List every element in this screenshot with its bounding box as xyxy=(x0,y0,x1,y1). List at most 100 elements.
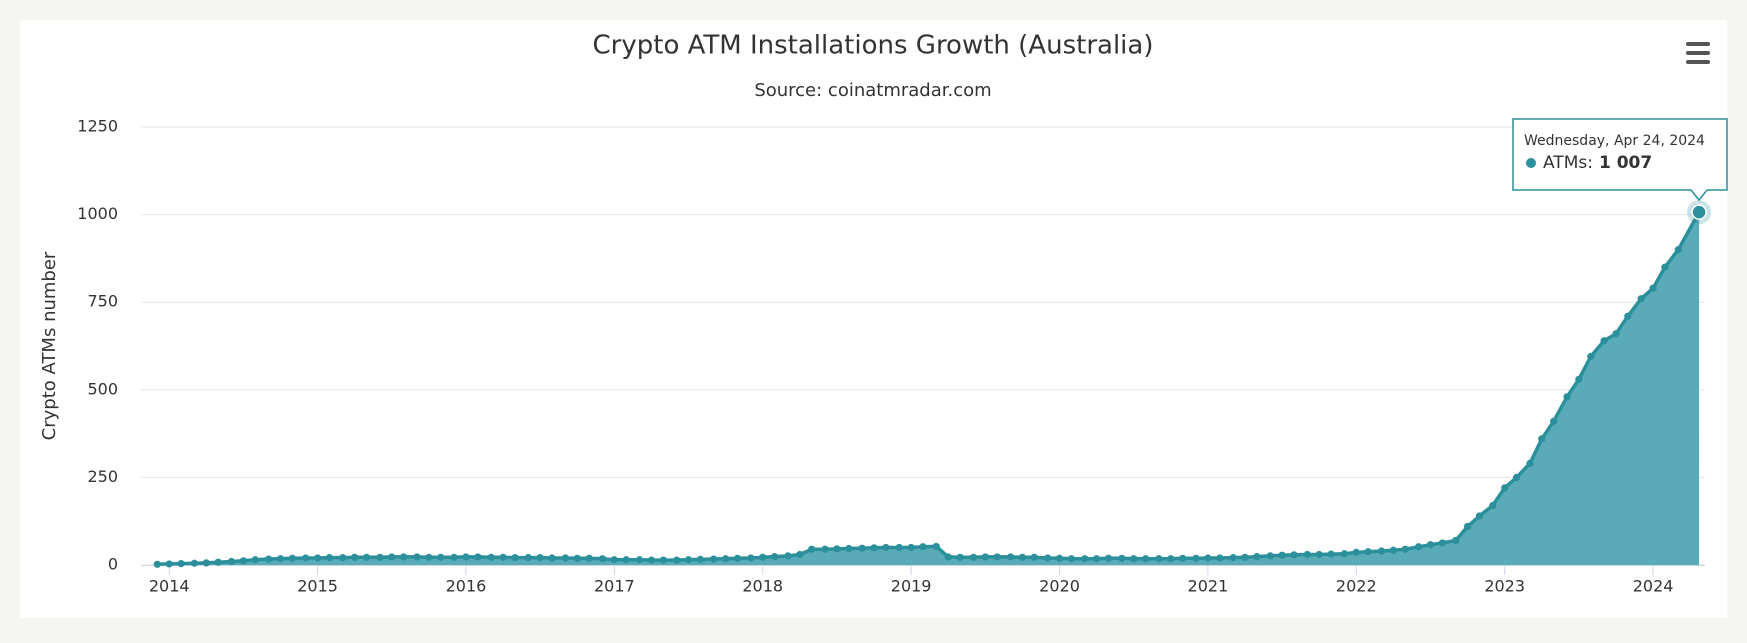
point xyxy=(1290,551,1298,559)
point xyxy=(784,552,792,560)
point xyxy=(1327,550,1335,558)
point xyxy=(276,555,285,563)
point xyxy=(1340,550,1349,558)
tooltip-box xyxy=(1512,118,1728,202)
point xyxy=(202,559,210,567)
point xyxy=(1377,547,1386,555)
x-tick-label: 2020 xyxy=(1039,577,1080,596)
point xyxy=(659,556,667,564)
point xyxy=(1475,512,1484,520)
tooltip-dot xyxy=(1526,158,1536,168)
point xyxy=(288,554,296,562)
y-tick-label: 0 xyxy=(108,555,118,574)
point xyxy=(647,556,656,564)
point xyxy=(1538,435,1546,443)
point xyxy=(251,556,259,564)
point xyxy=(511,554,519,562)
point xyxy=(710,555,718,563)
point xyxy=(1489,501,1497,510)
point xyxy=(313,554,322,562)
point xyxy=(673,556,681,564)
point xyxy=(524,554,532,562)
point xyxy=(239,557,247,565)
point xyxy=(1141,555,1150,563)
point xyxy=(1612,330,1620,338)
point xyxy=(858,544,866,552)
point xyxy=(1389,546,1397,554)
point xyxy=(1501,484,1509,492)
point xyxy=(1030,553,1038,561)
point xyxy=(265,555,273,563)
point xyxy=(981,553,989,561)
point xyxy=(771,552,779,561)
point xyxy=(362,553,371,561)
point xyxy=(1167,555,1175,563)
point xyxy=(919,543,927,551)
point xyxy=(845,544,853,553)
point xyxy=(450,553,458,561)
y-tick-label: 1250 xyxy=(77,117,118,136)
point xyxy=(1364,548,1372,556)
point xyxy=(993,553,1001,561)
x-tick-label: 2017 xyxy=(594,577,635,596)
tooltip-date: Wednesday, Apr 24, 2024 xyxy=(1524,133,1705,149)
point xyxy=(747,554,755,562)
point xyxy=(474,553,482,561)
chart-subtitle: Source: coinatmradar.com xyxy=(754,80,991,101)
point xyxy=(351,553,359,561)
x-tick-label: 2021 xyxy=(1188,577,1229,596)
point xyxy=(1426,541,1435,549)
point xyxy=(1018,553,1027,561)
point xyxy=(1044,554,1052,562)
x-tick-label: 2022 xyxy=(1336,577,1377,596)
point xyxy=(1266,552,1274,560)
point xyxy=(190,559,199,567)
point xyxy=(1624,312,1632,320)
point xyxy=(808,545,816,553)
point xyxy=(696,555,705,563)
point xyxy=(598,555,607,563)
point xyxy=(302,554,310,562)
point xyxy=(1006,553,1015,561)
x-tick-label: 2019 xyxy=(891,577,932,596)
point xyxy=(1081,555,1089,563)
point xyxy=(635,556,644,564)
area xyxy=(157,212,1700,565)
point xyxy=(956,553,964,561)
menu-bar xyxy=(1686,42,1710,46)
x-tick-label: 2014 xyxy=(149,577,190,596)
point xyxy=(1415,543,1423,551)
point xyxy=(1241,553,1249,561)
point xyxy=(1204,554,1212,562)
point xyxy=(536,554,544,562)
point xyxy=(833,545,841,553)
point xyxy=(969,553,978,561)
point xyxy=(1526,459,1534,467)
chart-title: Crypto ATM Installations Growth (Austral… xyxy=(593,31,1154,61)
menu-button[interactable] xyxy=(1686,42,1710,64)
point xyxy=(722,555,730,563)
point xyxy=(425,553,433,561)
point xyxy=(437,553,445,561)
point xyxy=(907,543,915,552)
point xyxy=(1661,263,1669,271)
point xyxy=(1253,552,1261,561)
point xyxy=(227,557,236,566)
tooltip-value: ATMs: 1 007 xyxy=(1543,153,1652,173)
point xyxy=(1691,204,1707,220)
tooltip-series: ATMs: xyxy=(1543,153,1593,173)
point xyxy=(882,543,890,552)
y-tick-label: 1000 xyxy=(77,204,118,223)
point xyxy=(1093,555,1101,563)
point xyxy=(573,554,581,562)
point xyxy=(1637,295,1645,303)
point xyxy=(487,553,495,561)
point xyxy=(548,554,556,562)
tooltip-number: 1 007 xyxy=(1599,153,1652,173)
y-tick-label: 750 xyxy=(87,292,118,311)
point xyxy=(1315,550,1323,559)
point xyxy=(1452,536,1460,545)
point xyxy=(1192,554,1200,562)
y-tick-label: 500 xyxy=(87,379,118,398)
